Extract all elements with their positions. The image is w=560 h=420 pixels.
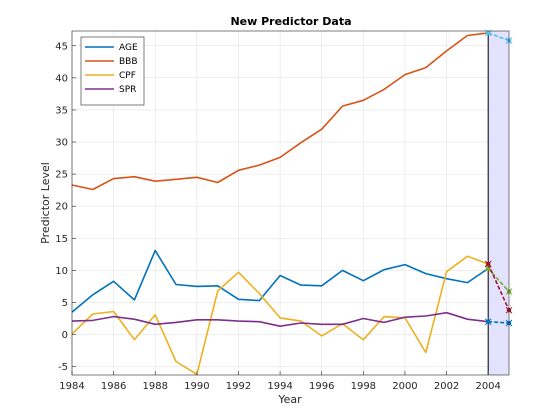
y-tick-label: 15 — [55, 234, 68, 245]
x-tick-label: 1996 — [309, 381, 334, 392]
ticks: 1984 1986 1988 1990 1992 1994 1996 1998 2000 2002… — [55, 41, 501, 392]
y-tick-label: 10 — [55, 266, 68, 277]
series-lines — [71, 32, 489, 376]
x-tick-label: 1988 — [143, 381, 168, 392]
legend-entry: CPF — [119, 71, 136, 81]
chart-title: New Predictor Data — [230, 15, 351, 28]
forecast-lines — [484, 29, 513, 327]
y-tick-label: 0 — [62, 330, 68, 341]
series-line-bbb — [71, 32, 489, 191]
y-tick-label: 40 — [55, 73, 68, 84]
y-tick-label: 5 — [62, 298, 68, 309]
grid — [71, 31, 509, 375]
series-line-spr — [71, 311, 489, 328]
series-line-cpf — [71, 255, 489, 376]
legend-entry: BBB — [119, 57, 138, 67]
x-tick-label: 1992 — [226, 381, 251, 392]
x-tick-label: 1984 — [59, 381, 84, 392]
x-axis-label: Year — [277, 393, 302, 406]
x-tick-label: 2004 — [475, 381, 500, 392]
x-tick-label: 1994 — [267, 381, 292, 392]
y-axis-label: Predictor Level — [39, 162, 52, 244]
x-tick-label: 2000 — [392, 381, 417, 392]
legend-box — [80, 36, 145, 106]
y-tick-label: -5 — [58, 362, 68, 373]
y-tick-label: 25 — [55, 170, 68, 181]
forecast-line-3 — [487, 263, 510, 311]
plot-area — [72, 31, 509, 375]
forecast-marker-cross — [484, 318, 492, 326]
y-tick-label: 20 — [55, 202, 68, 213]
x-tick-label: 1998 — [351, 381, 376, 392]
x-tick-label: 1986 — [101, 381, 126, 392]
forecast-marker-cross — [484, 260, 492, 268]
forecast-line-1 — [487, 32, 510, 42]
forecast-region — [487, 31, 509, 375]
plot-frame — [71, 30, 510, 376]
series-line-age — [71, 249, 489, 313]
y-tick-label: 45 — [55, 41, 68, 52]
y-tick-label: 30 — [55, 138, 68, 149]
forecast-line-4 — [488, 320, 510, 324]
forecast-line-2 — [487, 267, 510, 293]
x-tick-label: 1990 — [184, 381, 209, 392]
x-tick-label: 2002 — [434, 381, 459, 392]
legend-entry: AGE — [119, 43, 138, 53]
legend-entry: SPR — [119, 85, 136, 95]
forecast-region-shade — [488, 31, 509, 375]
y-tick-label: 35 — [55, 105, 68, 116]
legend: AGE BBB CPF SPR — [80, 36, 145, 106]
